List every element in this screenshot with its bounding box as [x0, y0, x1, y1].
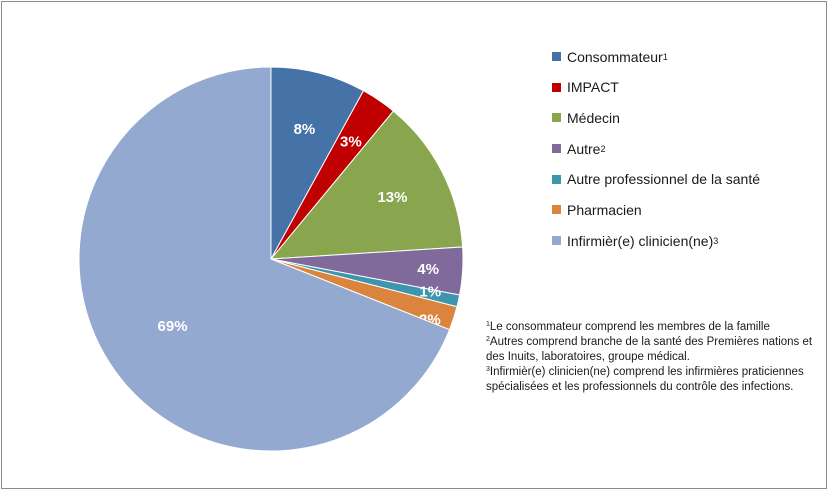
legend-item-autre-professionnel: Autre professionnel de la santé [552, 169, 760, 190]
legend-label: Infirmièr(e) clinicien(ne) [567, 232, 714, 249]
footnote-mark: 2 [486, 336, 490, 343]
footnotes: 1Le consommateur comprend les membres de… [486, 320, 822, 395]
legend-swatch [552, 205, 561, 215]
slice-label: 4% [417, 261, 439, 278]
footnote-text: Le consommateur comprend les membres de … [489, 321, 770, 333]
legend: Consommateur 1 IMPACT Médecin Autre 2 Autr… [552, 46, 760, 261]
footnote-2: 2Autres comprend branche de la santé des… [486, 335, 822, 365]
legend-label: Pharmacien [567, 201, 642, 218]
slice-label: 69% [158, 318, 188, 335]
footnote-mark: 3 [486, 366, 490, 373]
footnote-mark: 1 [486, 321, 490, 328]
legend-swatch [552, 174, 561, 184]
legend-item-medecin: Médecin [552, 107, 760, 128]
legend-item-impact: IMPACT [552, 77, 760, 98]
footnote-text: Infirmièr(e) clinicien(ne) comprend les … [486, 366, 804, 393]
slice-label: 8% [294, 121, 316, 138]
legend-swatch [552, 144, 561, 154]
footnote-1: 1Le consommateur comprend les membres de… [486, 320, 822, 335]
footnote-3: 3Infirmièr(e) clinicien(ne) comprend les… [486, 365, 822, 395]
pie-slice [270, 66, 365, 260]
legend-swatch [552, 236, 561, 246]
pie-slice [269, 110, 464, 260]
slice-label: 1% [419, 284, 441, 301]
legend-label: Consommateur [567, 48, 663, 65]
legend-swatch [552, 52, 561, 61]
legend-item-consommateur: Consommateur 1 [552, 46, 760, 67]
legend-label: IMPACT [567, 79, 619, 96]
legend-label: Autre [567, 140, 601, 157]
legend-item-infirmiere: Infirmièr(e) clinicien(ne) 3 [552, 230, 760, 251]
legend-item-autre: Autre 2 [552, 138, 760, 159]
legend-label: Autre professionnel de la santé [567, 171, 761, 188]
footnote-text: Autres comprend branche de la santé des … [486, 336, 813, 363]
slice-label: 3% [340, 133, 362, 150]
slice-label: 13% [377, 189, 407, 206]
pie-slice [78, 66, 451, 452]
legend-swatch [552, 113, 561, 123]
legend-swatch [552, 82, 561, 92]
legend-item-pharmacien: Pharmacien [552, 199, 760, 220]
legend-label: Médecin [567, 109, 620, 126]
